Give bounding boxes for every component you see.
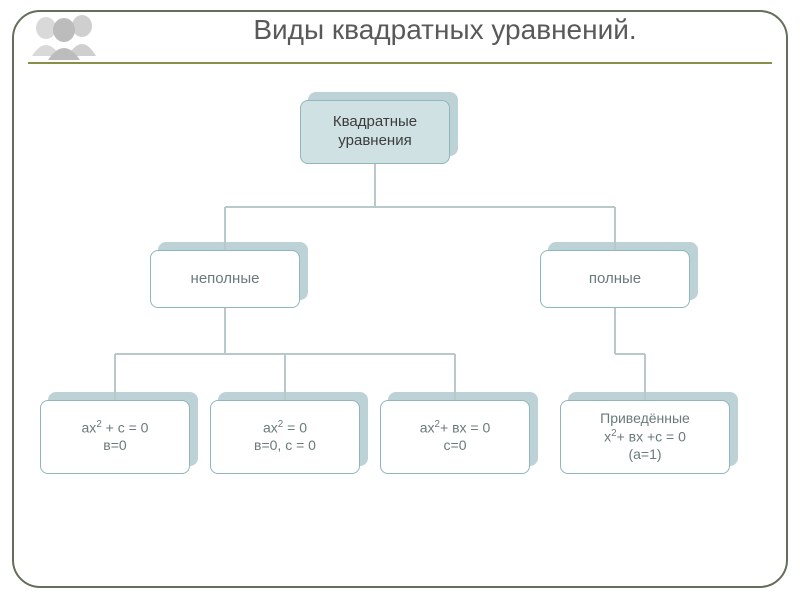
node-leaf3: ах2+ вх = 0с=0: [380, 400, 530, 474]
hierarchy-chart: Квадратныеуравнения неполные полные ах2 + с…: [0, 80, 800, 580]
slide-title: Виды квадратных уравнений.: [120, 14, 770, 46]
title-underline: [28, 62, 772, 64]
node-complete: полные: [540, 250, 690, 308]
node-root: Квадратныеуравнения: [300, 100, 450, 164]
node-incomplete: неполные: [150, 250, 300, 308]
node-leaf1: ах2 + с = 0в=0: [40, 400, 190, 474]
corner-logo: [22, 6, 112, 62]
node-leaf4: Приведённыех2+ вх +с = 0(а=1): [560, 400, 730, 474]
node-leaf2: ах2 = 0в=0, с = 0: [210, 400, 360, 474]
